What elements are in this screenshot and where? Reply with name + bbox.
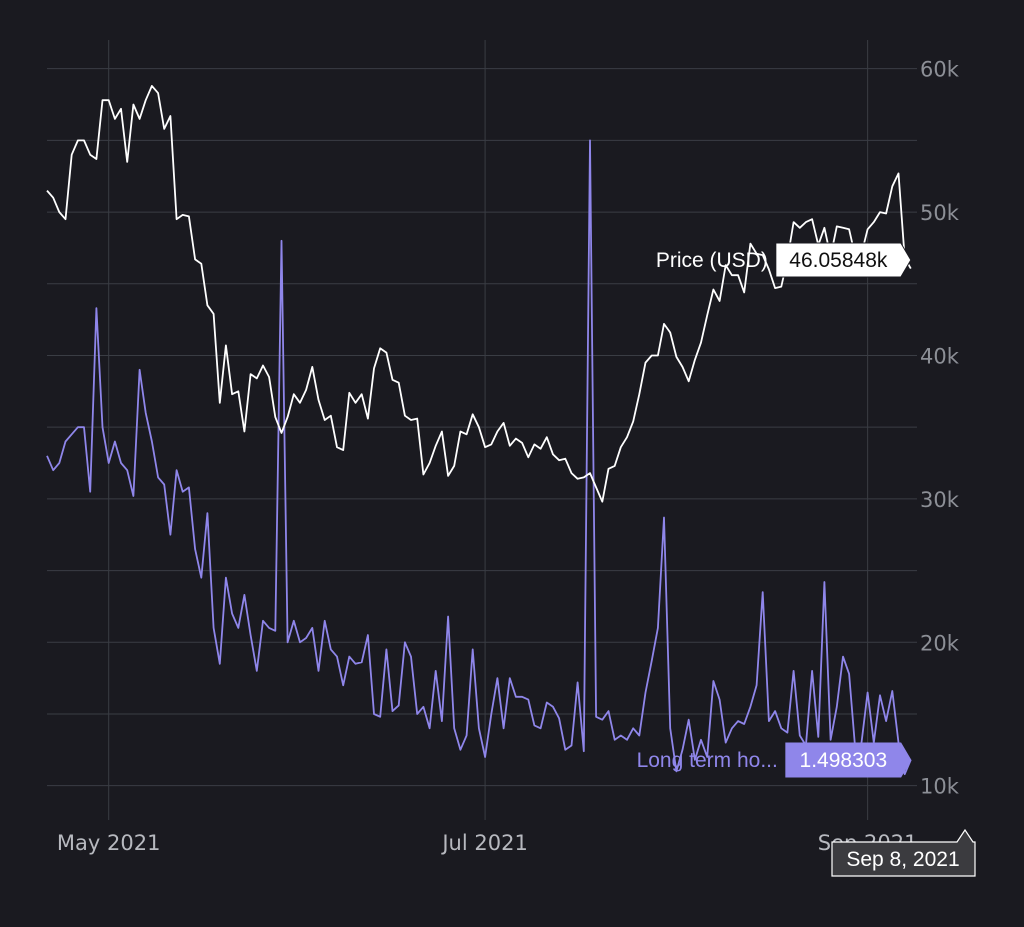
y-tick-label: 20k: [920, 631, 960, 655]
hover-series-name: Long term ho...: [637, 749, 778, 772]
y-tick-label: 30k: [920, 488, 960, 512]
hover-value: 46.05848k: [789, 249, 888, 272]
hover-date-text: Sep 8, 2021: [846, 848, 959, 871]
grid: [47, 40, 917, 820]
y-tick-label: 40k: [920, 344, 960, 368]
y-tick-label: 60k: [920, 58, 960, 82]
hover-date-label: Sep 8, 2021: [831, 828, 976, 877]
series-lines[interactable]: [46, 85, 912, 776]
hover-value: 1.498303: [800, 749, 888, 772]
hover-label-price: 46.05848k Price (USD): [656, 242, 912, 278]
y-axis-ticks: 10k 20k 30k 40k 50k 60k: [920, 58, 960, 799]
y-tick-label: 50k: [920, 201, 960, 225]
hover-label-lth: 1.498303 Long term ho...: [637, 742, 912, 778]
hover-labels: 46.05848k Price (USD) 1.498303 Long term ho…: [637, 242, 976, 877]
series-line[interactable]: [46, 85, 912, 503]
hover-date-badge: [831, 828, 976, 877]
hover-badge: [785, 742, 912, 778]
hover-badge: [775, 242, 912, 278]
hover-series-name: Price (USD): [656, 249, 768, 272]
y-tick-label: 10k: [920, 775, 960, 799]
x-tick-label: May 2021: [57, 831, 161, 855]
series-line[interactable]: [46, 139, 912, 776]
x-tick-label: Jul 2021: [440, 831, 527, 855]
